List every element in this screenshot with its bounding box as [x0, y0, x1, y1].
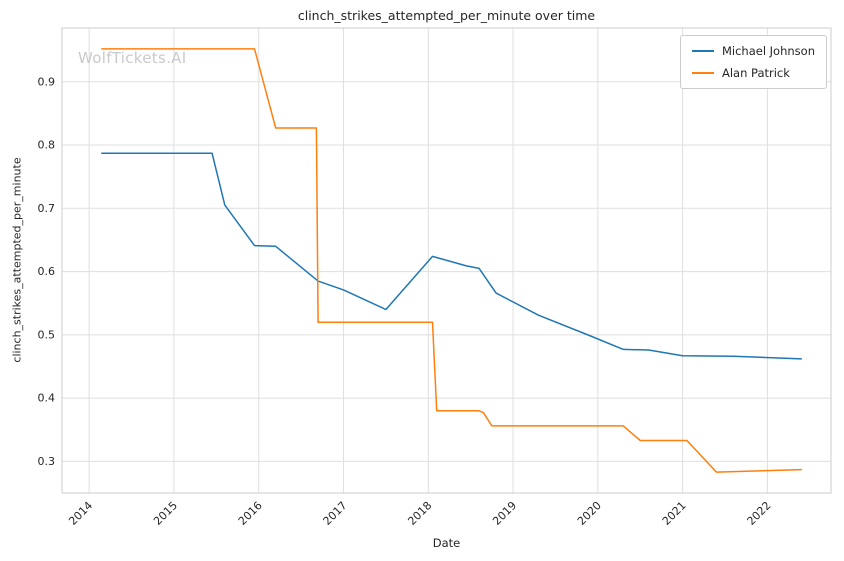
x-tick-label: 2015	[151, 499, 180, 528]
legend-item-alan-patrick: Alan Patrick	[691, 66, 815, 80]
x-tick-label: 2022	[745, 499, 774, 528]
x-tick-label: 2014	[66, 499, 95, 528]
watermark: WolfTickets.AI	[78, 49, 187, 67]
legend-line-swatch	[691, 50, 714, 52]
y-tick-label: 0.3	[38, 455, 56, 468]
y-tick-label: 0.4	[38, 392, 56, 405]
y-tick-label: 0.9	[38, 75, 56, 88]
x-tick-label: 2019	[490, 499, 519, 528]
legend-label: Alan Patrick	[721, 66, 790, 80]
y-tick-label: 0.8	[38, 139, 56, 152]
legend-line-swatch	[691, 72, 714, 74]
x-tick-label: 2020	[575, 499, 604, 528]
legend-item-michael-johnson: Michael Johnson	[691, 44, 815, 58]
y-tick-label: 0.7	[38, 202, 56, 215]
y-axis-label: clinch_strikes_attempted_per_minute	[10, 157, 24, 363]
series-line-1	[101, 48, 803, 473]
x-tick-label: 2016	[236, 499, 265, 528]
x-tick-label: 2017	[321, 499, 350, 528]
legend: Michael Johnson Alan Patrick	[679, 35, 827, 89]
series-line-0	[101, 152, 803, 360]
legend-label: Michael Johnson	[721, 44, 815, 58]
x-tick-label: 2018	[405, 499, 434, 528]
x-tick-label: 2021	[660, 499, 689, 528]
chart-title: clinch_strikes_attempted_per_minute over…	[297, 8, 596, 23]
x-axis-label: Date	[432, 536, 461, 550]
y-tick-label: 0.5	[38, 328, 56, 341]
y-tick-label: 0.6	[38, 265, 56, 278]
plot-border	[61, 27, 832, 494]
